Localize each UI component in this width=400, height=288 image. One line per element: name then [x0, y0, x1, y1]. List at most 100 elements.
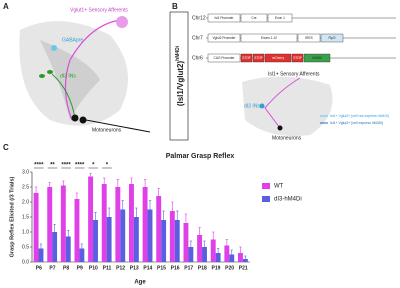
label: Motoneurons [92, 127, 122, 133]
part-label: STOP [293, 56, 302, 60]
y-tick-label: 2.0 [22, 199, 29, 205]
y-tick-label: 1.5 [22, 214, 29, 220]
x-tick-label: P15 [157, 265, 166, 271]
y-tick-label: 2.5 [22, 184, 29, 190]
part-label: CAG Promoter [214, 56, 236, 60]
label: Motoneurons [272, 135, 302, 141]
bar [197, 235, 203, 262]
x-tick-label: P16 [171, 265, 180, 271]
part-label: STOP [254, 56, 263, 60]
construct-part [240, 13, 268, 23]
part-label: STOP [242, 56, 251, 60]
x-tick-label: P6 [36, 265, 42, 271]
di3-cell [259, 103, 265, 109]
part-label: Vglut2 Promoter [212, 36, 236, 40]
genotype-box [169, 11, 189, 141]
legend-swatch [262, 196, 270, 202]
part-label: Isl1 Promoter [215, 16, 235, 20]
bar [93, 220, 98, 262]
part-label: Cre [251, 16, 256, 20]
construct-part [264, 53, 292, 63]
x-tick-label: P11 [103, 265, 112, 271]
x-axis-label: Age [134, 280, 146, 286]
bar [161, 220, 167, 262]
significance: **** [61, 163, 71, 169]
bar [33, 193, 39, 262]
bar [115, 187, 121, 262]
bar [60, 185, 66, 262]
bar [65, 236, 71, 262]
motoneuron [277, 125, 283, 131]
bar [147, 209, 153, 262]
part-label: Exon 1 [275, 16, 285, 20]
construct-part [252, 53, 265, 63]
x-tick-label: P8 [63, 265, 69, 271]
construct-part [303, 53, 331, 63]
motoneuron [71, 114, 79, 122]
construct-part [320, 33, 344, 43]
motoneuron [79, 116, 87, 124]
part-label: hM4Di [312, 56, 322, 60]
label: dI3 INs [244, 103, 260, 109]
bar [188, 247, 194, 262]
label: Isl1+ Sensory Afferents [268, 71, 320, 77]
bar [52, 232, 58, 262]
x-tick-label: P12 [116, 265, 125, 271]
x-tick-label: P7 [49, 265, 55, 271]
bar [133, 217, 139, 262]
x-tick-label: P13 [130, 265, 139, 271]
motor-axon [85, 119, 151, 133]
construct-part [267, 13, 293, 23]
x-tick-label: P18 [198, 265, 207, 271]
bar [120, 209, 126, 262]
construct-part [207, 13, 241, 23]
bar [174, 220, 180, 262]
y-tick-label: 3.0 [22, 169, 29, 175]
legend-swatch [262, 183, 270, 189]
significance: * [92, 163, 95, 169]
y-tick-label: 0.5 [22, 244, 29, 250]
panel-letter: C [3, 143, 9, 152]
gaba-cell [51, 45, 57, 51]
chart-title: Palmar Grasp Reflex [166, 153, 235, 160]
construct-part [207, 53, 241, 63]
afferent [264, 77, 301, 129]
x-tick-label: P14 [143, 265, 152, 271]
bar [202, 247, 207, 262]
spinal-cord [242, 76, 333, 136]
chromosome-label: Chr7 [192, 35, 203, 41]
part-label: mCherry [272, 56, 285, 60]
significance: **** [34, 163, 44, 169]
bar [183, 223, 189, 262]
significance: ** [50, 163, 55, 169]
di3-cell [39, 74, 45, 78]
part-label: FlpO [329, 36, 336, 40]
construct-part [291, 53, 304, 63]
panel-letter: B [172, 2, 178, 11]
genotype: (Isl1/Vglut2)hM4Di [175, 45, 185, 106]
bar [169, 211, 175, 262]
drg [116, 16, 128, 28]
legend-label: dI3-hM4Di [274, 197, 302, 203]
bar [101, 184, 107, 262]
panel-a: A Vglut1+ Sensory Afferents GABApre dI3 … [3, 2, 151, 133]
y-axis-label: Grasp Reflex Elicited (/3 Trials) [9, 176, 15, 257]
part-label: Exons 1-12 [261, 36, 277, 40]
bar [88, 176, 94, 262]
label: Vglut1+ Sensory Afferents [70, 7, 128, 13]
panel-c: C Palmar Grasp Reflex Age Grasp Reflex E… [3, 143, 302, 285]
bar [224, 245, 230, 262]
panel-letter: A [3, 2, 9, 11]
bar [74, 199, 80, 262]
chromosome-label: Chr12 [192, 15, 206, 21]
panel-b: B (Isl1/Vglut2)hM4Di Isl1+ Sensory Affer… [169, 2, 396, 141]
construct-part [297, 33, 321, 43]
legend-label: WT [274, 184, 284, 190]
bar [79, 248, 85, 262]
bar [47, 187, 53, 262]
gray-matter [40, 40, 100, 120]
afferent [64, 19, 121, 121]
significance: **** [75, 163, 85, 169]
bar [106, 217, 112, 262]
